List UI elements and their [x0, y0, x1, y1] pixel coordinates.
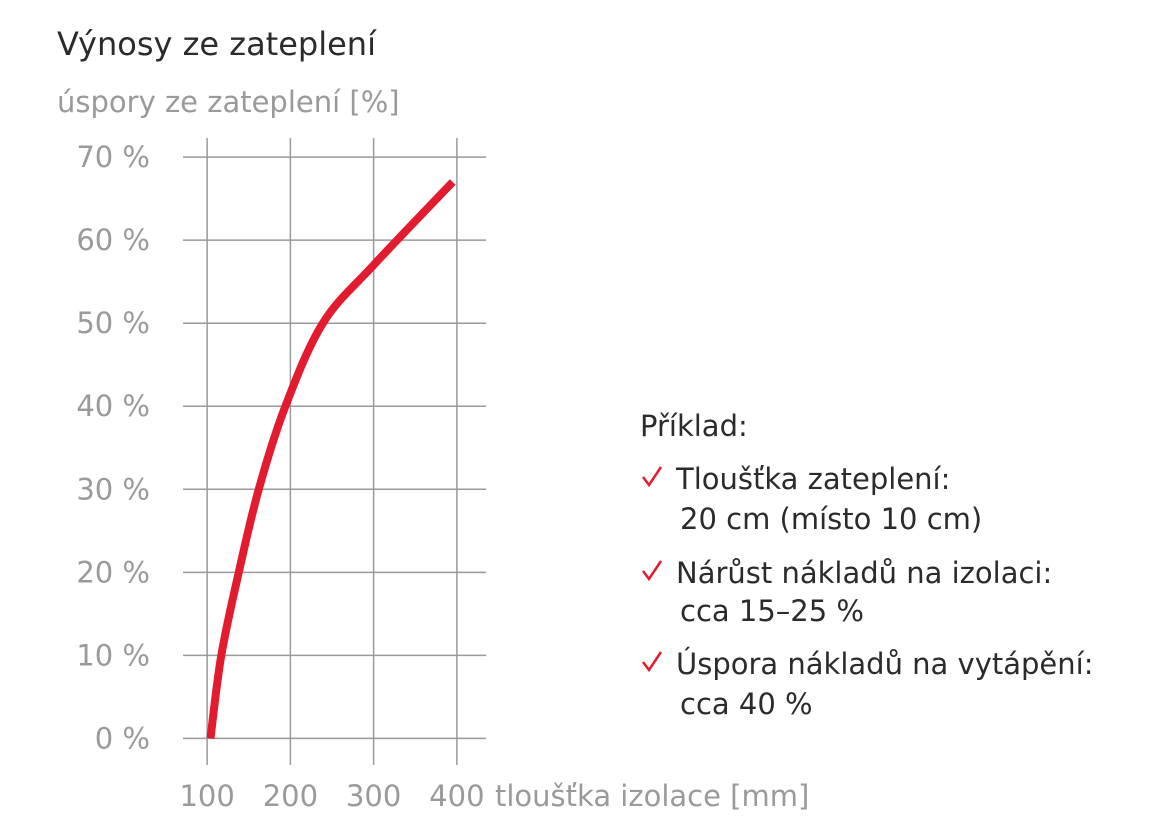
y-tick-label: 10 % — [76, 638, 150, 672]
x-axis-label: tloušťka izolace [mm] — [495, 779, 809, 813]
annotation-text: Úspora nákladů na vytápění: — [676, 647, 1093, 681]
check-icon — [642, 560, 663, 582]
x-tick-label: 300 — [346, 779, 401, 813]
y-tick-label: 50 % — [76, 306, 150, 340]
y-tick-label: 60 % — [76, 223, 150, 257]
annotation-title: Příklad: — [640, 409, 748, 443]
check-icon — [642, 466, 663, 488]
y-tick-label: 30 % — [76, 472, 150, 506]
y-axis-label: úspory ze zateplení [%] — [57, 85, 400, 119]
x-tick-label: 200 — [263, 779, 318, 813]
x-tick-label: 400 — [429, 779, 484, 813]
annotation-text: cca 40 % — [680, 687, 813, 721]
annotation-text: 20 cm (místo 10 cm) — [680, 502, 982, 536]
check-icon — [642, 651, 663, 673]
annotation-text: Nárůst nákladů na izolaci: — [676, 556, 1052, 590]
y-tick-label: 0 % — [95, 721, 150, 755]
chart-title: Výnosy ze zateplení — [57, 25, 377, 63]
x-tick-label: 100 — [179, 779, 234, 813]
annotation-text: Tloušťka zateplení: — [675, 462, 950, 496]
y-tick-label: 70 % — [76, 140, 150, 174]
annotation-text: cca 15–25 % — [680, 594, 864, 628]
y-tick-label: 20 % — [76, 555, 150, 589]
data-line — [206, 179, 456, 739]
y-tick-label: 40 % — [76, 389, 150, 423]
